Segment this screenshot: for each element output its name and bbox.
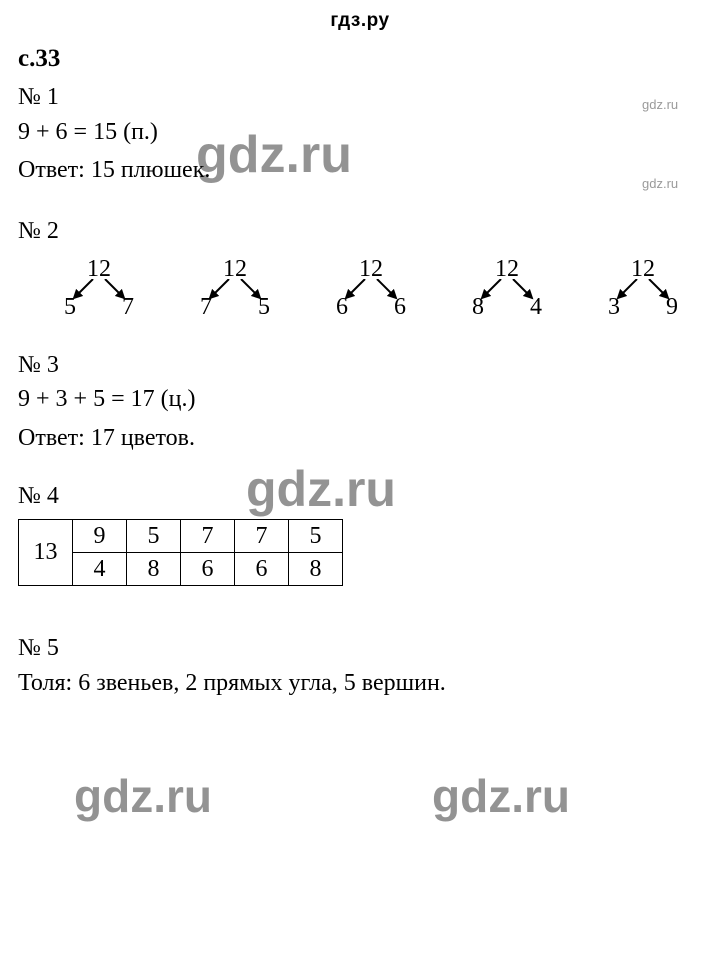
exercise-4-table: 139577548668: [18, 519, 343, 587]
exercise-number: № 2: [18, 215, 702, 247]
table-cell: 5: [127, 519, 181, 552]
exercise-equation: 9 + 3 + 5 = 17 (ц.): [18, 383, 702, 415]
table-cell: 8: [127, 552, 181, 585]
page-root: гдз.ру с.33 № 1 9 + 6 = 15 (п.) Ответ: 1…: [0, 0, 720, 739]
table-cell: 6: [181, 552, 235, 585]
split-left-value: 8: [472, 291, 484, 323]
table-cell: 6: [235, 552, 289, 585]
split-right-value: 4: [530, 291, 542, 323]
exercise-text: Толя: 6 звеньев, 2 прямых угла, 5 вершин…: [18, 667, 702, 699]
table-cell: 13: [19, 519, 73, 586]
split-left-value: 7: [200, 291, 212, 323]
site-header: гдз.ру: [18, 8, 702, 34]
split-right-value: 6: [394, 291, 406, 323]
exercise-number: № 3: [18, 349, 702, 381]
number-split: 1239: [604, 253, 682, 323]
split-right-value: 9: [666, 291, 678, 323]
exercise-5: № 5 Толя: 6 звеньев, 2 прямых угла, 5 ве…: [18, 632, 702, 699]
exercise-answer: Ответ: 15 плюшек.: [18, 154, 702, 186]
number-split: 1257: [60, 253, 138, 323]
exercise-4: № 4 139577548668: [18, 480, 702, 586]
exercise-equation: 9 + 6 = 15 (п.): [18, 116, 702, 148]
number-split: 1275: [196, 253, 274, 323]
number-splits-row: 12571275126612841239: [60, 253, 702, 323]
table-row: 1395775: [19, 519, 343, 552]
exercise-3: № 3 9 + 3 + 5 = 17 (ц.) Ответ: 17 цветов…: [18, 349, 702, 454]
exercise-number: № 5: [18, 632, 702, 664]
split-right-value: 5: [258, 291, 270, 323]
number-split: 1284: [468, 253, 546, 323]
exercise-1: № 1 9 + 6 = 15 (п.) Ответ: 15 плюшек.: [18, 81, 702, 186]
table-cell: 8: [289, 552, 343, 585]
split-left-value: 6: [336, 291, 348, 323]
page-label: с.33: [18, 42, 702, 76]
table-cell: 7: [235, 519, 289, 552]
table-cell: 9: [73, 519, 127, 552]
watermark-large: gdz.ru: [74, 765, 212, 827]
split-left-value: 5: [64, 291, 76, 323]
number-split: 1266: [332, 253, 410, 323]
exercise-number: № 4: [18, 480, 702, 512]
table-cell: 7: [181, 519, 235, 552]
exercise-answer: Ответ: 17 цветов.: [18, 422, 702, 454]
watermark-large: gdz.ru: [432, 765, 570, 827]
split-left-value: 3: [608, 291, 620, 323]
exercise-2: № 2 12571275126612841239: [18, 215, 702, 323]
table-cell: 4: [73, 552, 127, 585]
split-right-value: 7: [122, 291, 134, 323]
table-cell: 5: [289, 519, 343, 552]
exercise-number: № 1: [18, 81, 702, 113]
